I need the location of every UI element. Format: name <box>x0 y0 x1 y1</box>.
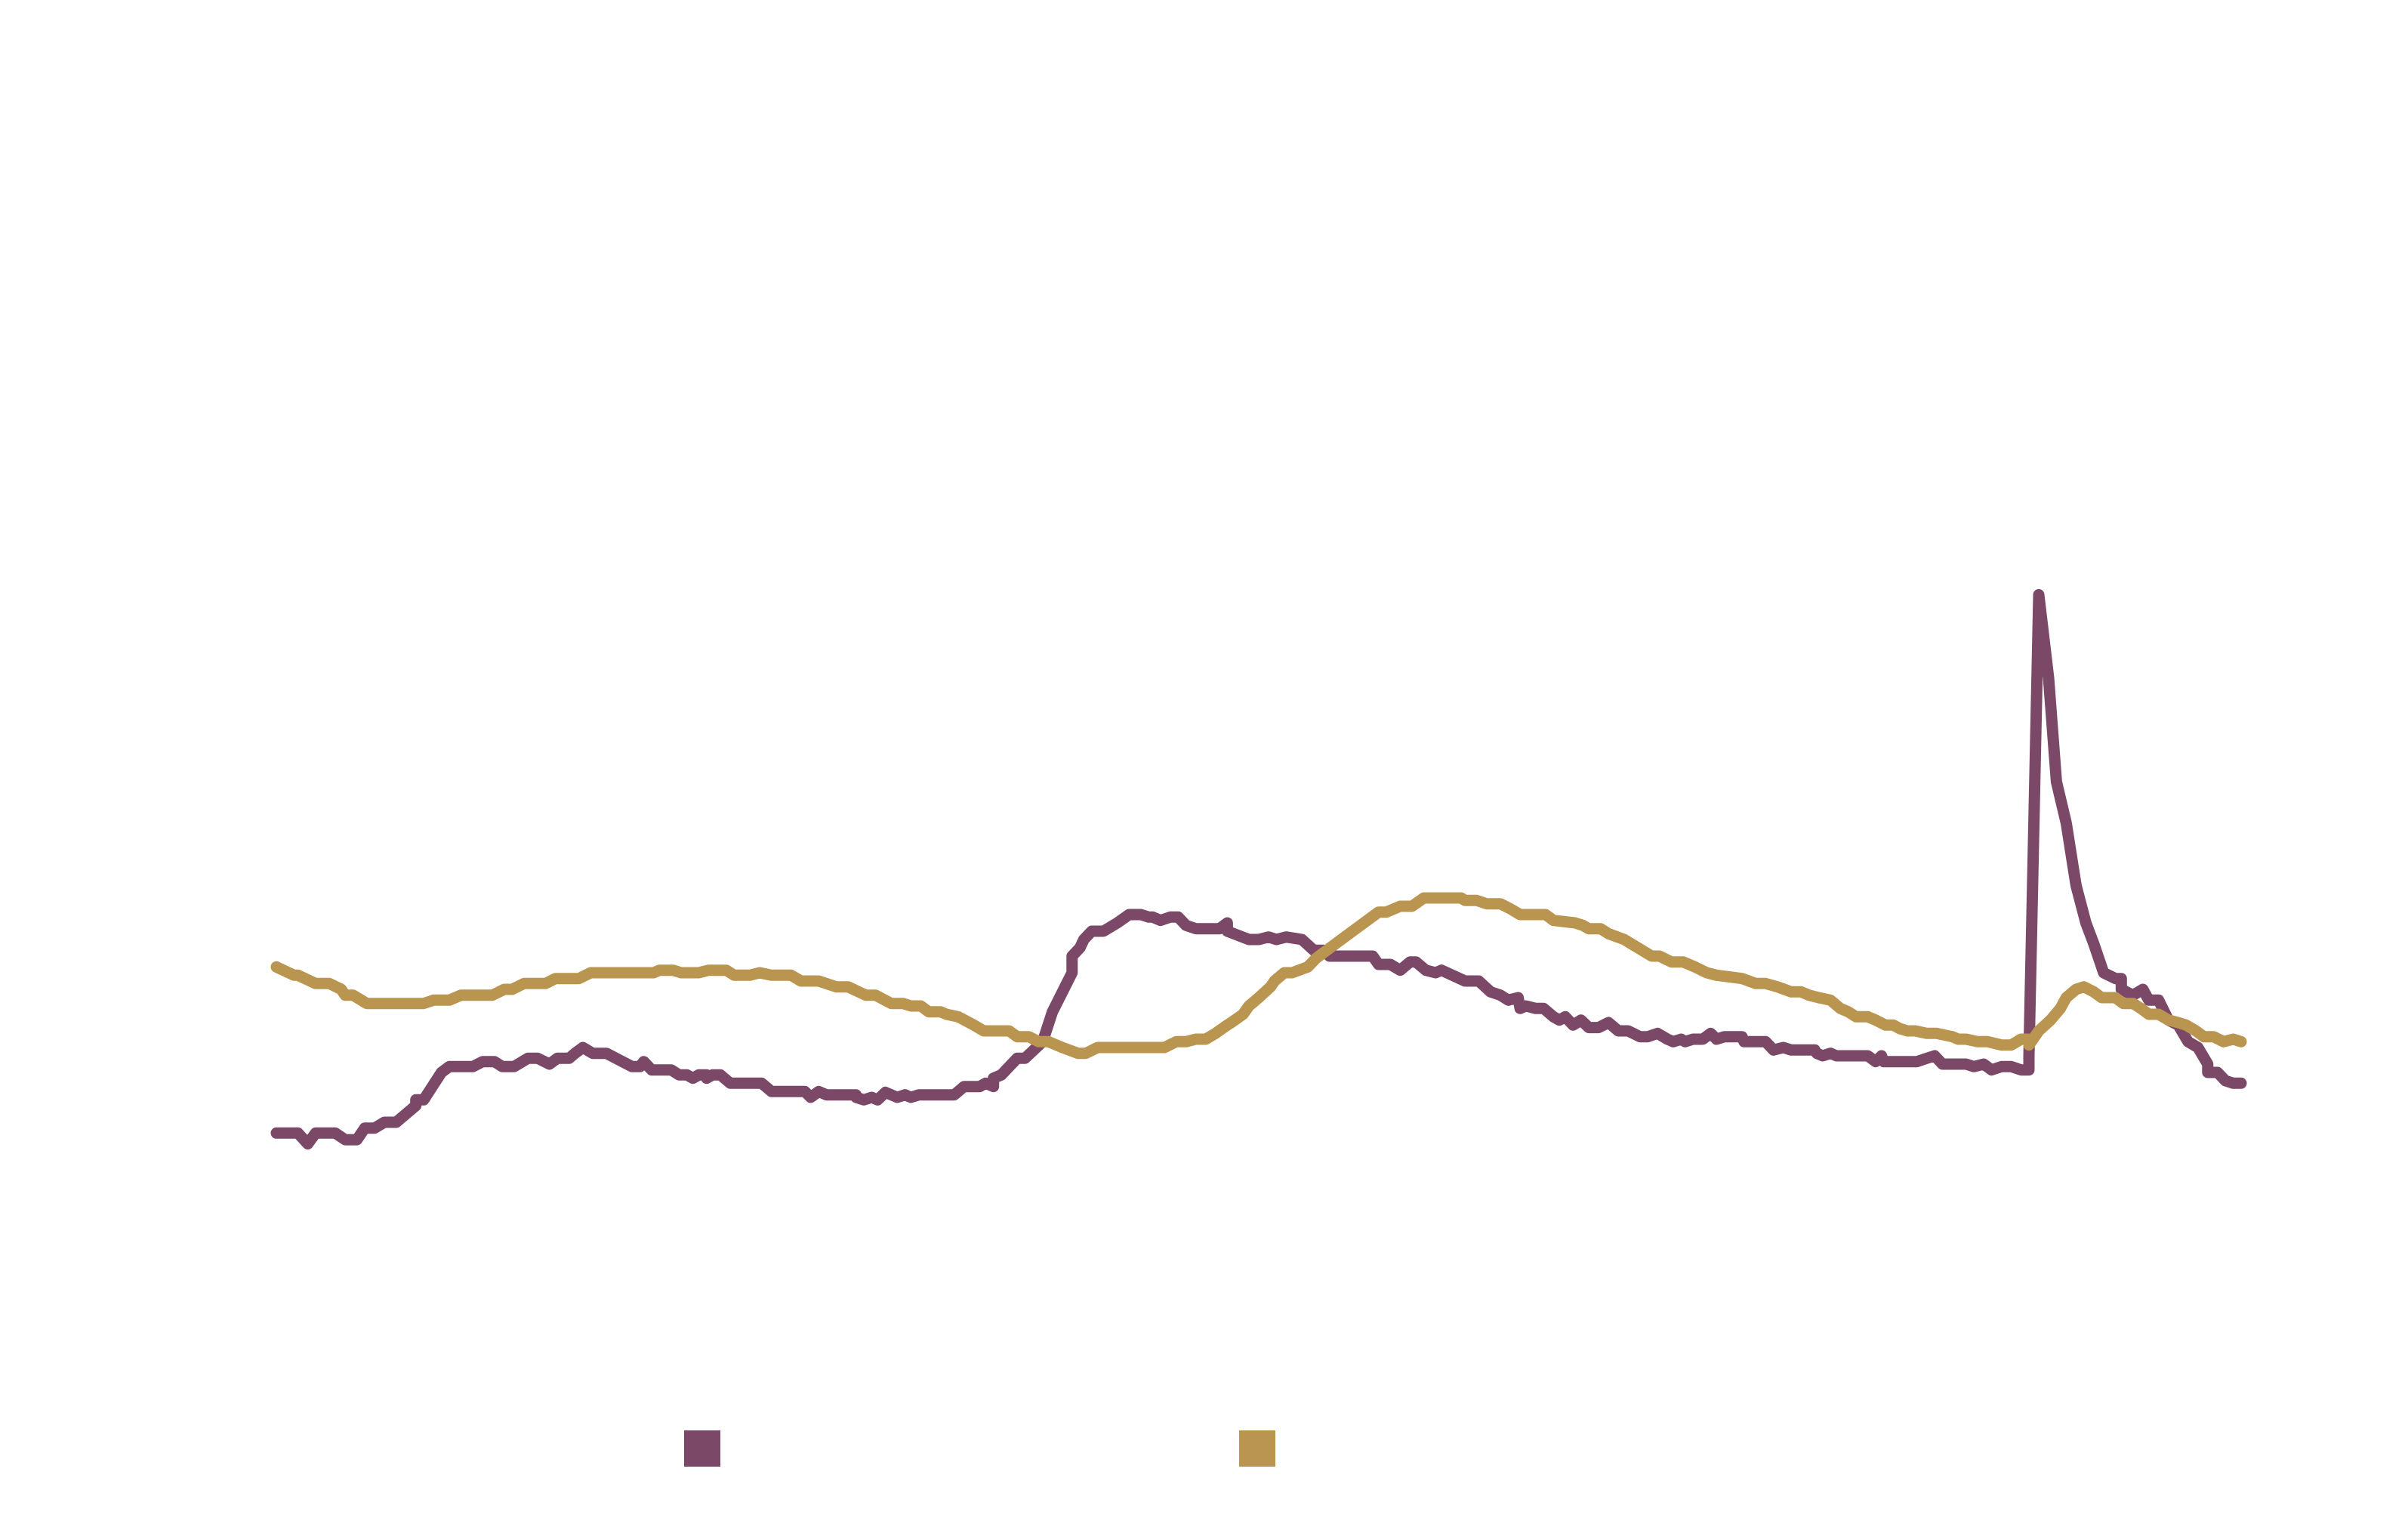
legend <box>684 1430 1275 1467</box>
series-line-2 <box>270 892 2247 1060</box>
plot-area <box>270 589 2247 1150</box>
legend-swatch-2 <box>1239 1430 1275 1467</box>
legend-swatch-1 <box>684 1430 720 1467</box>
series-line-1 <box>270 589 2247 1150</box>
